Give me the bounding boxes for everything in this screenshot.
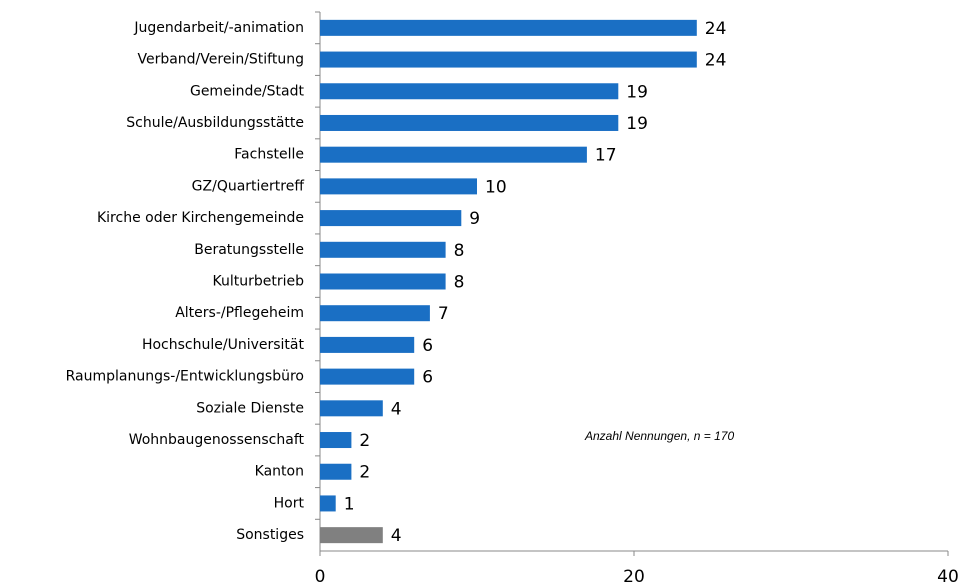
value-label: 9 [469, 209, 480, 229]
value-label: 6 [422, 368, 433, 388]
bar [320, 241, 446, 258]
y-tick-label: Fachstelle [234, 147, 304, 163]
value-label: 17 [595, 146, 617, 166]
value-label: 4 [391, 526, 402, 546]
y-tick-label: Jugendarbeit/-animation [133, 20, 304, 36]
y-tick-label: Soziale Dienste [196, 400, 304, 416]
y-tick-label: Gemeinde/Stadt [190, 83, 305, 99]
y-tick-label: Kulturbetrieb [213, 274, 305, 290]
value-label: 2 [359, 463, 370, 483]
value-label: 8 [454, 273, 465, 293]
bar [320, 273, 446, 290]
y-tick-label: Sonstiges [236, 527, 304, 543]
bar [320, 146, 587, 163]
bar [320, 19, 697, 36]
y-tick-label: Verband/Verein/Stiftung [137, 52, 304, 68]
bar [320, 400, 383, 417]
annotation: Anzahl Nennungen, n = 170 [584, 429, 734, 443]
y-tick-label: Beratungsstelle [194, 242, 304, 258]
bar [320, 336, 415, 353]
y-tick-label: Wohnbaugenossenschaft [129, 432, 305, 448]
value-label: 4 [391, 399, 402, 419]
value-label: 19 [626, 114, 648, 134]
bar [320, 210, 462, 227]
x-tick-label: 40 [937, 567, 959, 586]
y-tick-label: Alters-/Pflegeheim [175, 305, 304, 321]
value-label: 19 [626, 82, 648, 102]
y-tick-label: Kanton [255, 464, 304, 480]
bar [320, 51, 697, 68]
bar [320, 114, 619, 131]
y-tick-label: Hochschule/Universität [142, 337, 305, 353]
value-label: 24 [705, 51, 727, 71]
x-tick-label: 0 [315, 567, 326, 586]
value-label: 24 [705, 19, 727, 39]
y-tick-label: Raumplanungs-/Entwicklungsbüro [66, 369, 304, 385]
value-label: 8 [454, 241, 465, 261]
value-label: 2 [359, 431, 370, 451]
y-tick-label: Schule/Ausbildungsstätte [126, 115, 304, 131]
bar [320, 368, 415, 385]
bar [320, 495, 336, 512]
y-tick-label: Kirche oder Kirchengemeinde [97, 210, 304, 226]
y-tick-label: Hort [274, 495, 305, 511]
x-tick-label: 20 [623, 567, 645, 586]
value-label: 1 [344, 494, 355, 514]
bar [320, 432, 352, 449]
bar [320, 463, 352, 480]
bar [320, 178, 477, 195]
bar [320, 305, 430, 322]
y-tick-label: GZ/Quartiertreff [192, 178, 305, 194]
value-label: 6 [422, 336, 433, 356]
bar [320, 527, 383, 544]
bar [320, 83, 619, 100]
value-label: 7 [438, 304, 449, 324]
value-label: 10 [485, 177, 507, 197]
